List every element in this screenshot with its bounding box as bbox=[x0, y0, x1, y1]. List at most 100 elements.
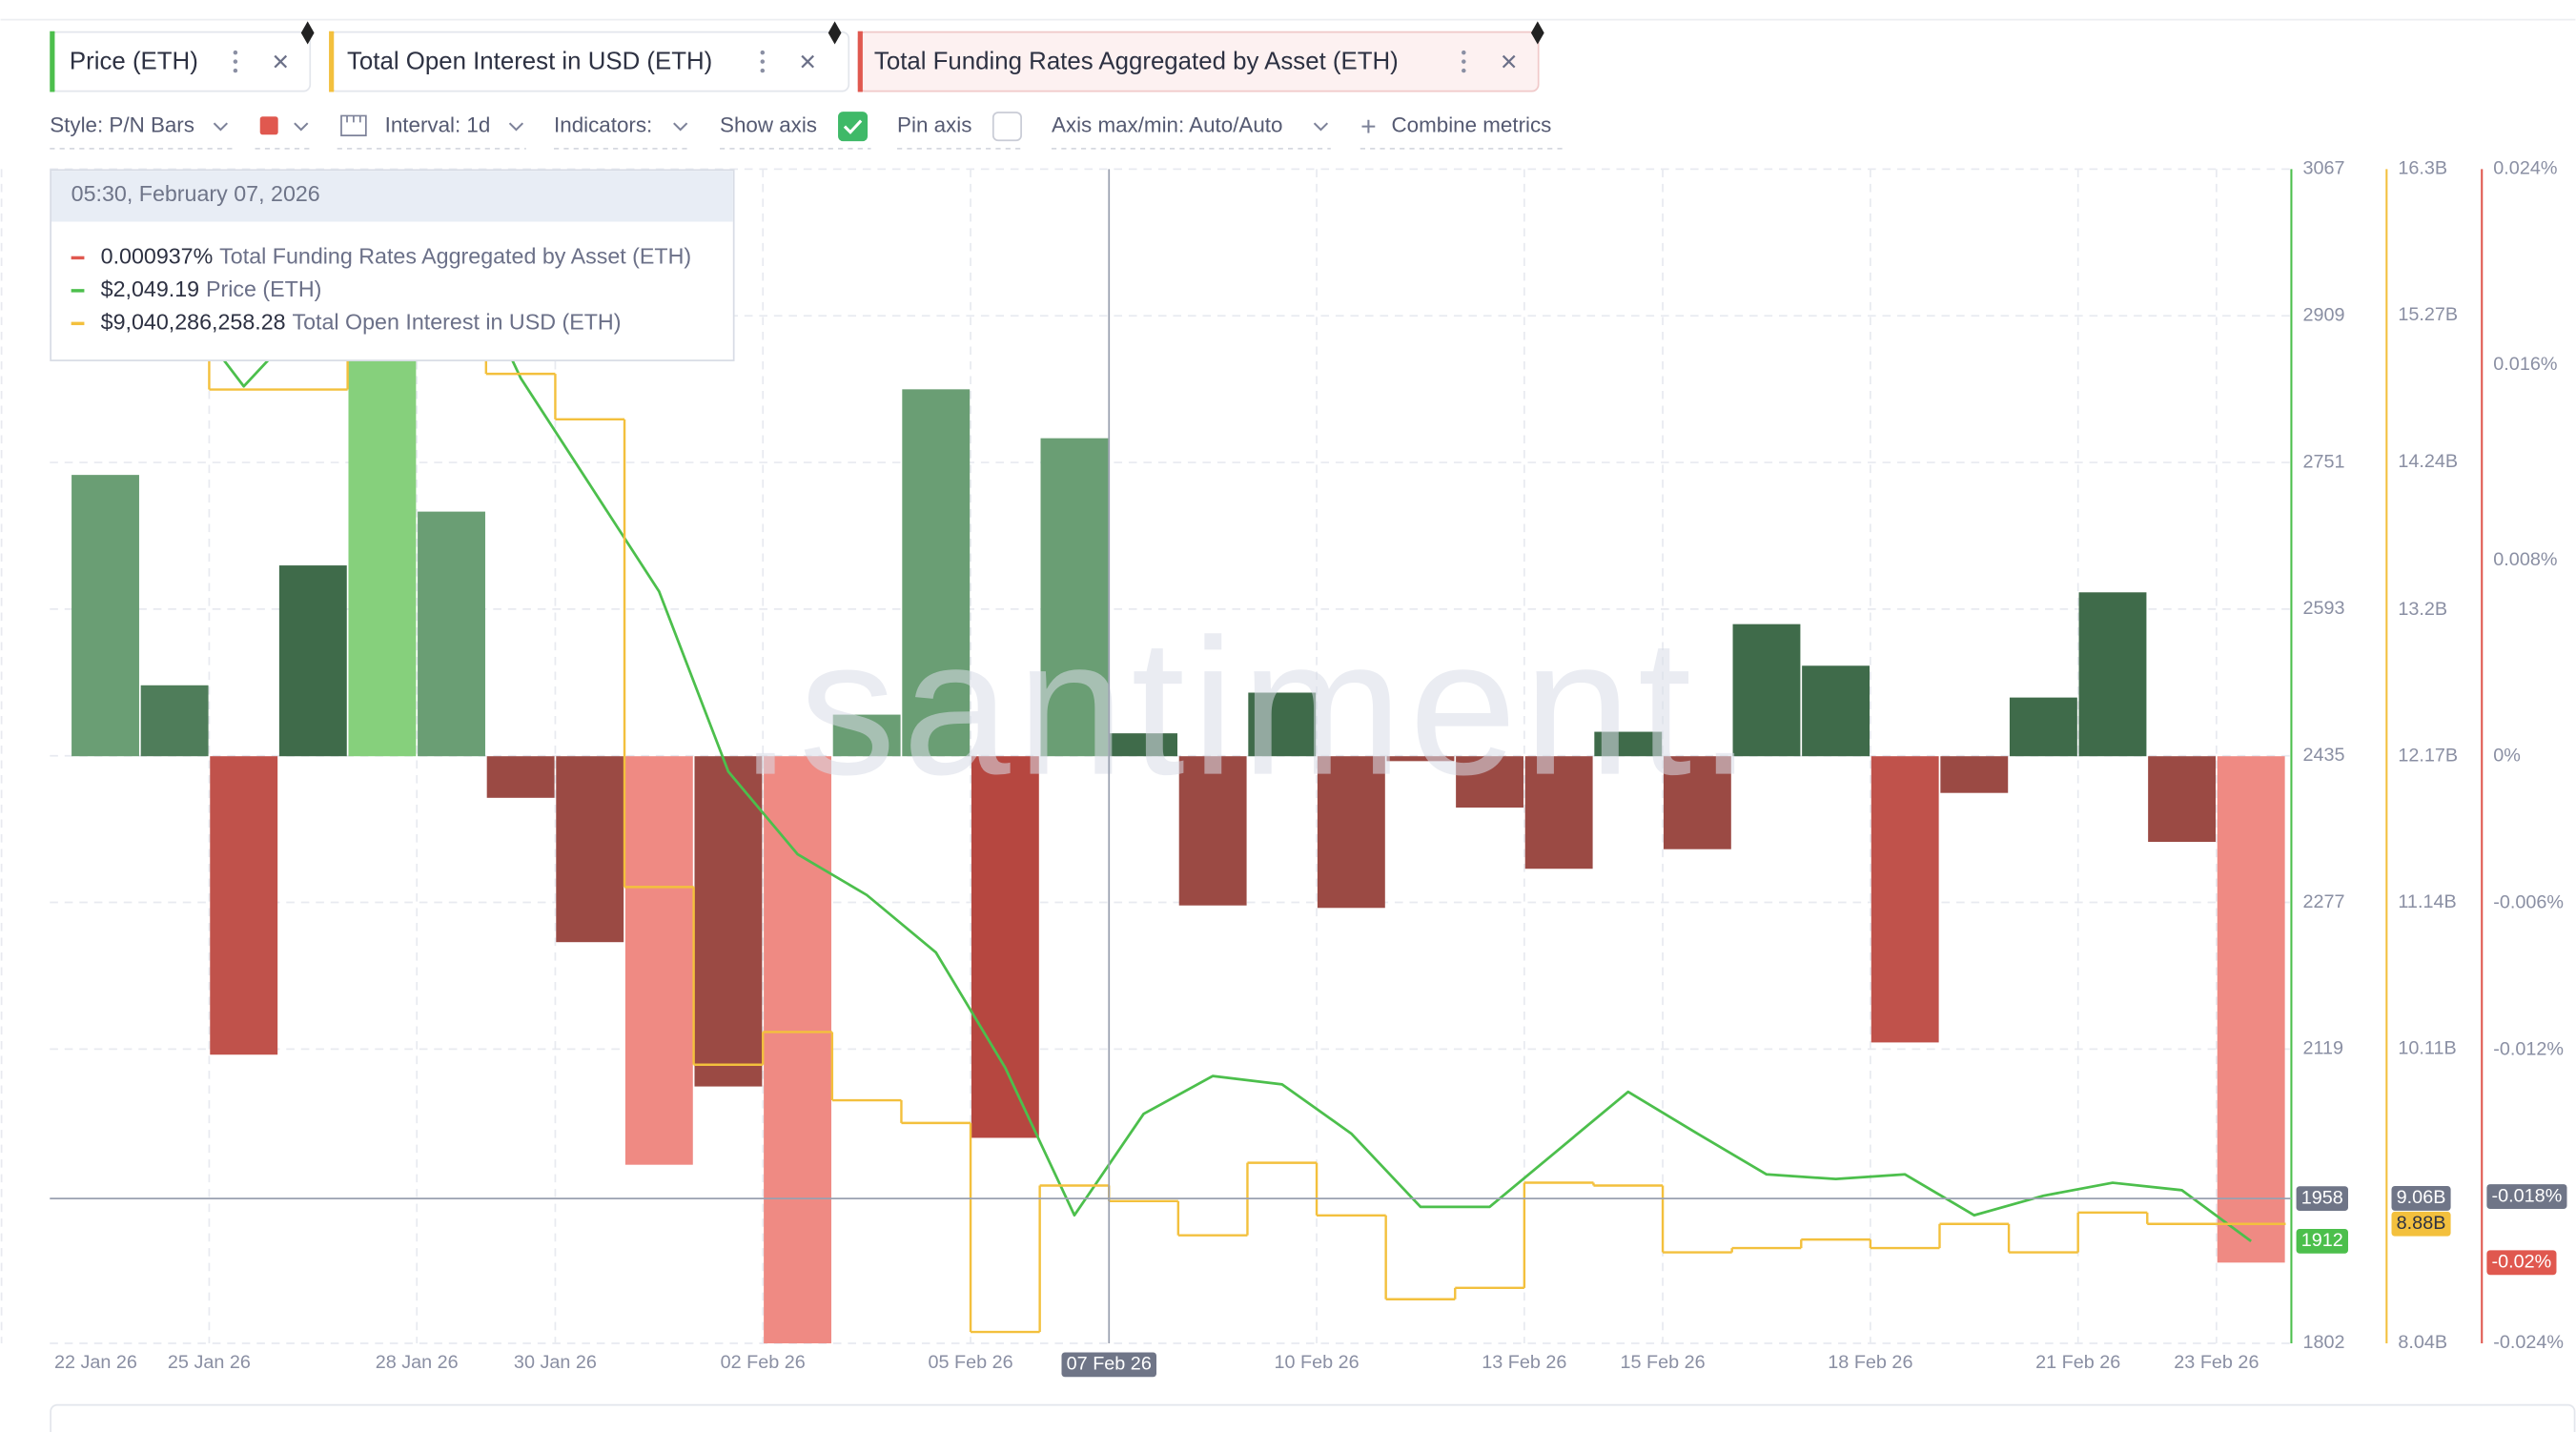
close-icon[interactable] bbox=[274, 54, 288, 69]
menu-icon[interactable] bbox=[760, 50, 766, 73]
chevron bbox=[213, 122, 229, 132]
last-value-label-box bbox=[2296, 1228, 2348, 1254]
metric-tab[interactable]: Total Open Interest in USD (ETH) bbox=[329, 21, 850, 92]
bar bbox=[694, 756, 763, 1087]
chevron bbox=[673, 122, 688, 132]
bar bbox=[1940, 756, 2009, 793]
navigator[interactable] bbox=[50, 1403, 2576, 1432]
y-tick-label: 1802 bbox=[2302, 1332, 2344, 1353]
x-tick-label: 13 Feb 26 bbox=[1482, 1352, 1566, 1373]
watermark-layer: .santiment. bbox=[739, 600, 1759, 816]
bar bbox=[1732, 624, 1801, 757]
chevron bbox=[294, 122, 309, 132]
tooltip-series: Total Open Interest in USD (ETH) bbox=[292, 309, 621, 334]
x-tick-label: 10 Feb 26 bbox=[1274, 1352, 1359, 1373]
x-tick-label: 30 Jan 26 bbox=[514, 1352, 597, 1373]
tab-stripe bbox=[50, 31, 55, 92]
chevron bbox=[508, 122, 524, 132]
bar bbox=[72, 475, 139, 757]
y-tick-label: 14.24B bbox=[2398, 451, 2458, 472]
toolbar-label: Interval: 1d bbox=[385, 113, 491, 137]
last-value-label-box bbox=[2486, 1250, 2557, 1276]
bar bbox=[1386, 756, 1455, 762]
bar bbox=[1802, 665, 1871, 757]
checkbox-checked bbox=[838, 112, 869, 142]
tooltip-value: 0.000937% bbox=[101, 244, 214, 269]
bar bbox=[624, 756, 693, 1165]
menu-icon[interactable] bbox=[1462, 50, 1466, 73]
tooltip-series: Total Funding Rates Aggregated by Asset … bbox=[219, 244, 691, 269]
tab-stripe bbox=[329, 31, 335, 92]
overlay-layer: 07 Feb 26 1958 9.06B -0.018% 1912 8.88B -0.02% bbox=[50, 169, 2567, 1378]
close-icon[interactable] bbox=[1502, 54, 1516, 69]
menu-icon[interactable] bbox=[233, 50, 238, 73]
bar bbox=[1110, 733, 1177, 757]
bar bbox=[2078, 592, 2147, 757]
bar bbox=[486, 756, 555, 798]
last-value-label-box bbox=[2391, 1211, 2451, 1237]
y-tick-label: 2119 bbox=[2302, 1038, 2343, 1059]
x-tick-label: 28 Jan 26 bbox=[376, 1352, 459, 1373]
bar bbox=[1178, 756, 1247, 906]
bar-layer bbox=[72, 267, 2285, 1343]
style-select[interactable]: Style: P/N Bars bbox=[50, 113, 235, 150]
y-tick-label: -0.006% bbox=[2493, 891, 2564, 912]
tooltip: 05:30, February 07, 2026 0.000937% Total … bbox=[50, 169, 735, 361]
bar bbox=[140, 685, 209, 757]
bar bbox=[210, 756, 278, 1055]
y-tick-label: -0.012% bbox=[2493, 1038, 2564, 1059]
checkbox bbox=[992, 112, 1022, 142]
bar bbox=[1317, 756, 1385, 909]
bar bbox=[1871, 756, 1939, 1043]
y-tick-label: 0.008% bbox=[2493, 549, 2557, 570]
x-tick-label: 21 Feb 26 bbox=[2035, 1352, 2120, 1373]
bar bbox=[2217, 756, 2285, 1263]
interval-icon bbox=[340, 114, 367, 136]
tooltip-header bbox=[51, 171, 733, 222]
y-tick-label: 15.27B bbox=[2398, 304, 2458, 325]
indicators-select[interactable]: Indicators: bbox=[554, 113, 691, 150]
y-tick-label: 2593 bbox=[2302, 598, 2344, 619]
interval-select[interactable]: Interval: 1d bbox=[337, 113, 526, 150]
crosshair-y2-label-box bbox=[2391, 1185, 2451, 1211]
bar bbox=[1248, 692, 1317, 757]
color-select[interactable] bbox=[255, 116, 313, 150]
axis-range-select[interactable]: Axis max/min: Auto/Auto bbox=[1051, 113, 1331, 150]
x-tick-label: 02 Feb 26 bbox=[721, 1352, 806, 1373]
color-swatch bbox=[259, 116, 278, 135]
y-tick-label: 2751 bbox=[2302, 451, 2344, 472]
toolbar-label: Pin axis bbox=[897, 113, 971, 137]
show-axis-toggle[interactable]: Show axis bbox=[720, 112, 871, 150]
pin-axis-toggle[interactable]: Pin axis bbox=[897, 112, 1022, 150]
watermark: .santiment. bbox=[739, 600, 1759, 816]
x-tick-label: 22 Jan 26 bbox=[54, 1352, 137, 1373]
y-tick-label: 2909 bbox=[2302, 304, 2344, 325]
metric-tab[interactable]: Price (ETH) bbox=[50, 21, 315, 92]
bar bbox=[1040, 438, 1109, 757]
crosshair-x-label: 07 Feb 26 bbox=[1067, 1354, 1152, 1375]
bar bbox=[1456, 756, 1524, 808]
x-tick-label: 15 Feb 26 bbox=[1620, 1352, 1705, 1373]
crosshair-y2-label: 9.06B bbox=[2397, 1187, 2446, 1208]
toolbar-label: Show axis bbox=[720, 113, 817, 137]
tab-label: Price (ETH) bbox=[70, 48, 198, 74]
tooltip-row: $2,049.19 Price (ETH) bbox=[101, 276, 322, 301]
y-tick-label: 2277 bbox=[2302, 891, 2344, 912]
axis-layer: 22 Jan 26 25 Jan 26 28 Jan 26 30 Jan 26 02 F… bbox=[54, 158, 2564, 1373]
eth-icon bbox=[1530, 21, 1544, 45]
toolbar-label: Combine metrics bbox=[1392, 113, 1552, 137]
crosshair-x-label-box bbox=[1061, 1352, 1156, 1378]
y-tick-label: 0.024% bbox=[2493, 158, 2557, 179]
close-icon[interactable] bbox=[801, 54, 814, 69]
metric-tab[interactable]: Total Funding Rates Aggregated by Asset … bbox=[857, 21, 1544, 92]
tab-label: Total Funding Rates Aggregated by Asset … bbox=[874, 48, 1399, 74]
combine-button[interactable]: Combine metrics bbox=[1360, 113, 1563, 150]
bar bbox=[2148, 756, 2217, 843]
crosshair-y3-label-box bbox=[2486, 1184, 2567, 1209]
tab-stripe bbox=[857, 31, 863, 92]
bar bbox=[1524, 756, 1593, 869]
last-value-label: 1912 bbox=[2301, 1230, 2343, 1251]
bar bbox=[1594, 731, 1663, 757]
tooltip-row: 0.000937% Total Funding Rates Aggregated … bbox=[101, 244, 692, 269]
